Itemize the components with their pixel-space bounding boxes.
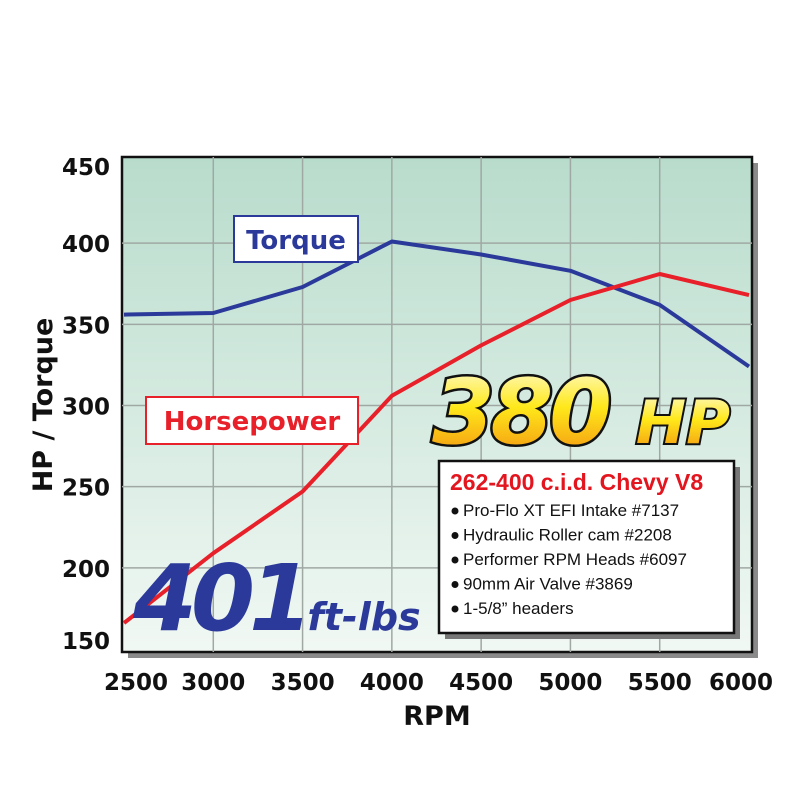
- x-tick-labels: 2500 3000 3500 4000 4500 5000 5500 6000: [104, 670, 773, 696]
- x-tick-label: 4000: [360, 670, 424, 696]
- x-tick-label: 5000: [538, 670, 602, 696]
- legend-torque-box: [233, 215, 359, 263]
- legend-torque-label: Torque: [246, 226, 346, 256]
- spec-item: Pro-Flo XT EFI Intake #7137: [463, 501, 679, 520]
- y-tick-label: 250: [62, 476, 110, 502]
- series-lines: [122, 239, 751, 625]
- y-tick-labels: 450 400 350 300 250 200 150: [62, 155, 110, 655]
- y-tick-label: 150: [62, 629, 110, 655]
- y-axis-label: HP / Torque: [28, 318, 59, 493]
- x-tick-label: 5500: [628, 670, 692, 696]
- x-axis-label: RPM: [403, 701, 470, 732]
- bullet-icon: [451, 556, 459, 564]
- spec-item: 1-5/8” headers: [463, 599, 574, 618]
- spec-title: 262-400 c.i.d. Chevy V8: [450, 469, 703, 495]
- peak-torque-unit: ft-lbs: [307, 595, 420, 639]
- bullet-icon: [451, 581, 459, 588]
- peak-hp-callout: 380 HP: [430, 358, 733, 468]
- bullet-icon: [451, 605, 459, 613]
- series-line-torque: [123, 239, 751, 369]
- legend-torque: Torque: [233, 215, 359, 263]
- series-line-horsepower: [122, 272, 750, 625]
- spec-item: Hydraulic Roller cam #2208: [463, 526, 672, 545]
- bullet-icon: [451, 532, 459, 539]
- y-tick-label: 400: [62, 232, 110, 258]
- legend-horsepower: Horsepower: [145, 396, 359, 445]
- spec-item: Performer RPM Heads #6097: [463, 550, 687, 569]
- peak-hp-number: 380: [432, 360, 609, 465]
- x-tick-label: 3500: [271, 670, 335, 696]
- x-tick-label: 6000: [709, 670, 773, 696]
- x-tick-label: 4500: [449, 670, 513, 696]
- x-tick-label: 3000: [181, 670, 245, 696]
- spec-box: 262-400 c.i.d. Chevy V8 Pro-Flo XT EFI I…: [437, 459, 740, 639]
- legend-horsepower-box: [145, 396, 359, 445]
- peak-torque-number: 401: [132, 545, 307, 652]
- y-tick-label: 350: [62, 313, 110, 339]
- y-tick-label: 300: [62, 395, 110, 421]
- y-tick-label: 450: [62, 155, 110, 181]
- legend-horsepower-label: Horsepower: [164, 407, 341, 437]
- peak-torque-callout: 401 ft-lbs: [132, 545, 421, 652]
- y-tick-label: 200: [62, 557, 110, 583]
- x-tick-label: 2500: [104, 670, 168, 696]
- bullet-icon: [451, 507, 459, 515]
- peak-hp-unit: HP: [636, 388, 730, 458]
- spec-box-panel: [437, 459, 736, 635]
- spec-item: 90mm Air Valve #3869: [463, 575, 633, 594]
